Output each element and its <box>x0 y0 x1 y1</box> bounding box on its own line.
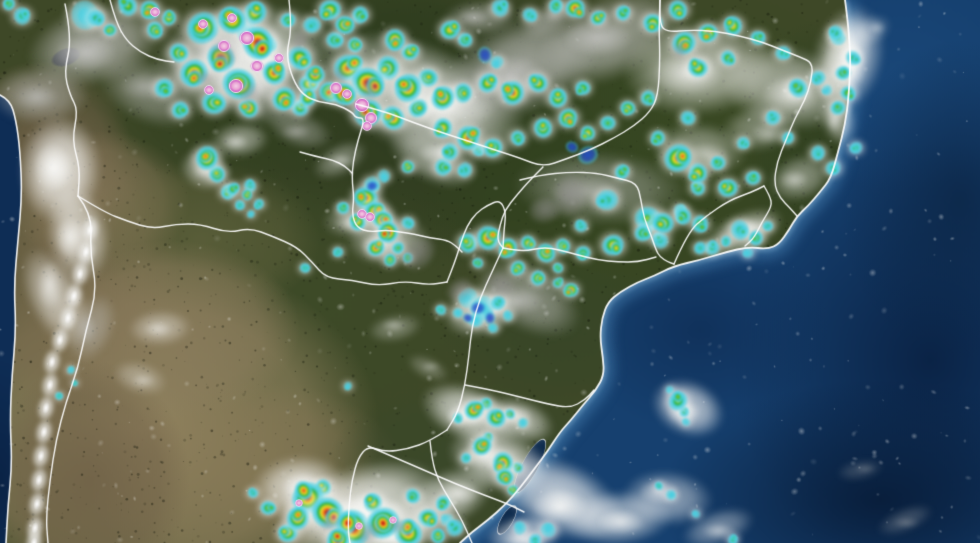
satellite-weather-map <box>0 0 980 543</box>
weather-map-viewport <box>0 0 980 543</box>
